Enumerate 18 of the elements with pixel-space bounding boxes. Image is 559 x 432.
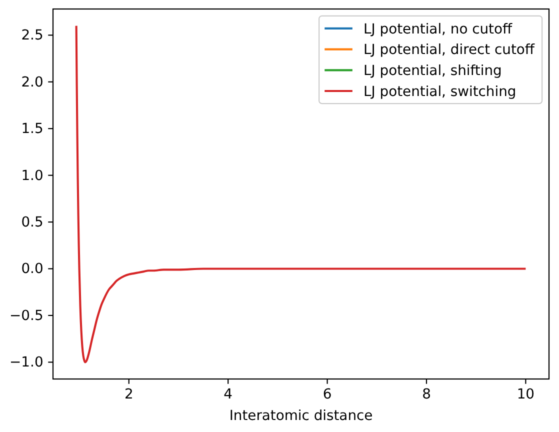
x-tick-label: 10 — [516, 386, 535, 403]
y-tick-label: 0.0 — [21, 261, 44, 278]
legend-label: LJ potential, direct cutoff — [364, 42, 535, 58]
y-tick-label: 2.5 — [21, 28, 44, 44]
legend-label: LJ potential, no cutoff — [364, 21, 512, 38]
y-tick-label: 1.5 — [21, 121, 44, 138]
legend-label: LJ potential, shifting — [364, 63, 502, 80]
y-tick-label: 0.5 — [21, 214, 44, 230]
x-tick-label: 6 — [322, 386, 332, 403]
y-tick-label: −0.5 — [10, 308, 44, 324]
y-tick-label: 2.0 — [21, 74, 44, 90]
legend-label: LJ potential, switching — [364, 84, 516, 100]
y-tick-label: 1.0 — [21, 168, 44, 184]
x-tick-label: 2 — [124, 386, 134, 403]
x-axis-title: Interatomic distance — [229, 408, 373, 424]
x-tick-label: 8 — [422, 386, 431, 403]
y-tick-label: −1.0 — [10, 354, 44, 371]
x-tick-label: 4 — [224, 386, 233, 403]
